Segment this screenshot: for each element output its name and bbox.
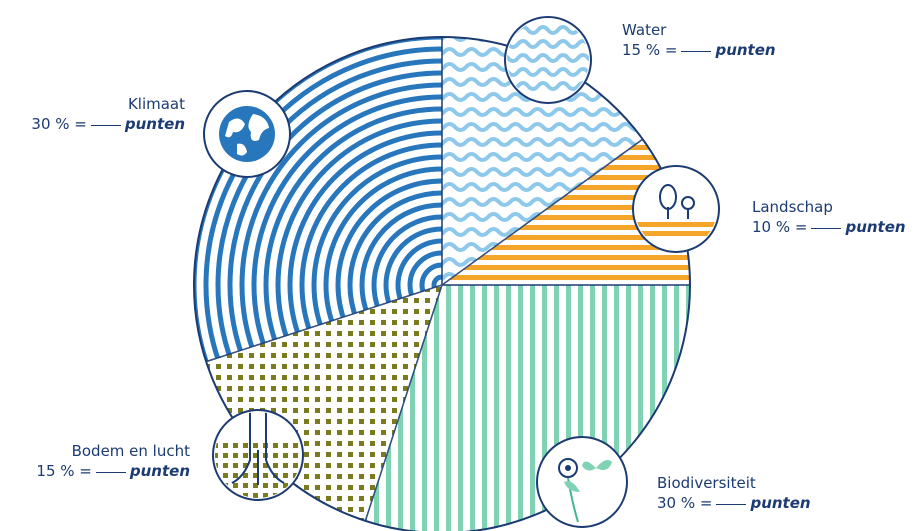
label-water: Water 15 % = punten xyxy=(622,21,776,60)
slice-value: 15 xyxy=(36,462,56,481)
slice-label: Bodem en lucht xyxy=(71,442,190,460)
waves-icon xyxy=(504,16,592,104)
slice-label: Biodiversiteit xyxy=(657,474,756,492)
slice-value: 30 xyxy=(31,115,51,134)
slice-label: Klimaat xyxy=(127,95,185,113)
unit-label: punten xyxy=(845,218,906,237)
unit-label: punten xyxy=(124,115,185,134)
flower-butterfly-icon xyxy=(536,436,628,528)
globe-icon xyxy=(203,90,291,178)
unit-label: punten xyxy=(715,41,776,60)
label-bodem-en-lucht: Bodem en lucht 15 % = punten xyxy=(20,441,190,482)
slice-value: 15 xyxy=(622,41,642,60)
label-biodiversiteit: Biodiversiteit 30 % = punten xyxy=(657,474,811,513)
unit-label: punten xyxy=(129,462,190,481)
pie-outline xyxy=(193,36,691,531)
slice-label: Water xyxy=(622,21,667,39)
unit-label: punten xyxy=(750,494,811,513)
label-landschap: Landschap 10 % = punten xyxy=(752,198,906,237)
slice-label: Landschap xyxy=(752,198,833,216)
roots-icon xyxy=(212,409,304,501)
slice-value: 30 xyxy=(657,494,677,513)
slice-value: 10 xyxy=(752,218,772,237)
label-klimaat: Klimaat 30 % = punten xyxy=(20,94,185,135)
trees-icon xyxy=(632,165,720,253)
